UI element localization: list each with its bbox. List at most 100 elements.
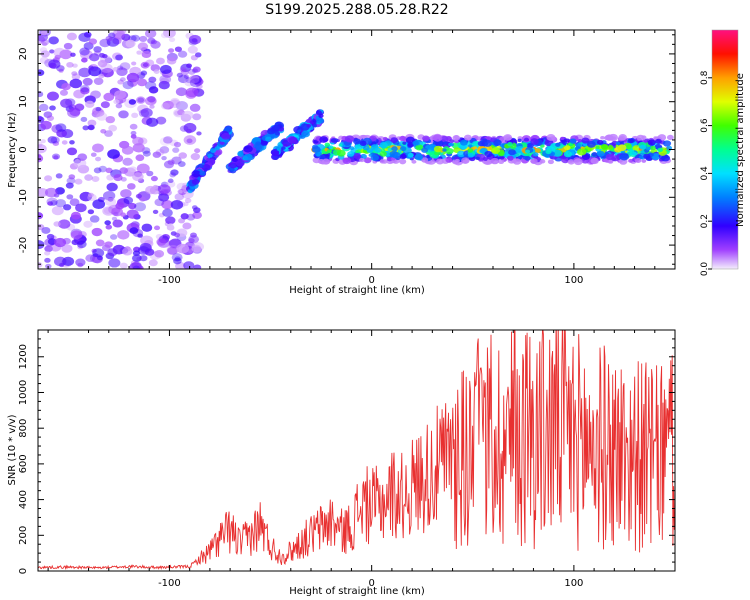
main-band-cell	[402, 141, 407, 145]
main-band-cell	[336, 149, 346, 157]
main-band-cell	[498, 151, 505, 157]
noise-cell	[55, 199, 67, 208]
main-band-cell	[640, 150, 645, 154]
streak-cell	[281, 146, 286, 150]
noise-cell	[165, 216, 176, 225]
noise-cell	[115, 103, 123, 109]
main-band-cell	[547, 159, 554, 165]
main-band-cell	[503, 134, 513, 141]
noise-cell	[122, 80, 134, 90]
noise-cell	[46, 115, 55, 121]
noise-cell	[166, 57, 177, 65]
noise-cell	[48, 36, 59, 45]
noise-cell	[179, 67, 187, 73]
y-tick-label: 400	[18, 490, 29, 509]
streak-cell	[318, 113, 324, 118]
main-band-cell	[407, 142, 414, 148]
noise-cell	[126, 209, 139, 219]
noise-cell	[92, 199, 106, 210]
noise-cell	[104, 130, 113, 137]
streak-cell	[199, 170, 206, 176]
noise-cell	[158, 193, 170, 202]
noise-cell	[112, 30, 125, 40]
noise-cell	[60, 98, 73, 108]
main-band-cell	[577, 139, 583, 143]
x-tick-label: 0	[368, 275, 374, 286]
main-band-cell	[316, 153, 321, 157]
main-band-cell	[650, 145, 656, 151]
main-band-cell	[581, 137, 590, 144]
noise-cell	[70, 52, 76, 57]
noise-cell	[103, 92, 115, 102]
y-tick-label: 200	[18, 526, 29, 545]
main-band-cell	[379, 142, 388, 149]
noise-cell	[132, 265, 140, 269]
streak-cell	[243, 145, 253, 153]
main-band-cell	[449, 142, 454, 147]
figure-title: S199.2025.288.05.28.R22	[265, 2, 448, 18]
main-band-cell	[614, 146, 622, 153]
spectrogram-xlabel: Height of straight line (km)	[289, 285, 425, 296]
noise-cell	[145, 30, 157, 38]
noise-cell	[152, 209, 159, 215]
main-band-cell	[442, 148, 447, 152]
noise-cell	[40, 30, 48, 36]
noise-cell	[68, 174, 76, 180]
noise-cell	[190, 54, 198, 61]
snr-line-layer	[38, 330, 675, 571]
main-band-cell	[440, 135, 449, 143]
noise-cell	[95, 239, 105, 247]
noise-cell	[88, 38, 98, 45]
main-band-cell	[567, 159, 575, 165]
main-band-cell	[507, 141, 513, 147]
streak-cell	[214, 146, 220, 151]
main-band-cell	[576, 148, 587, 156]
noise-cell	[169, 172, 177, 178]
noise-cell	[134, 202, 147, 212]
noise-cell	[66, 32, 77, 41]
noise-cell	[38, 154, 44, 163]
y-tick-label: 10	[18, 95, 29, 108]
main-band-cell	[618, 133, 627, 141]
noise-cell	[167, 223, 174, 228]
noise-cell	[55, 187, 65, 195]
main-band-cell	[477, 140, 485, 147]
noise-cell	[82, 125, 89, 131]
noise-cell	[132, 250, 141, 256]
noise-cell	[55, 173, 63, 179]
noise-cell	[188, 75, 200, 84]
noise-cell	[136, 265, 144, 269]
noise-cell	[43, 111, 53, 118]
noise-cell	[141, 223, 153, 232]
main-band-cell	[657, 147, 663, 153]
noise-cell	[196, 83, 203, 89]
noise-cell	[132, 136, 144, 146]
noise-cell	[80, 116, 88, 123]
main-band-cell	[569, 138, 577, 144]
noise-cell	[105, 35, 113, 42]
noise-cell	[192, 66, 201, 73]
noise-cell	[141, 50, 152, 59]
noise-cell	[90, 90, 101, 99]
noise-cell	[97, 60, 108, 68]
main-band-cell	[627, 138, 634, 144]
main-band-cell	[499, 155, 505, 160]
noise-cell	[154, 225, 161, 231]
main-band-cell	[482, 156, 489, 162]
noise-cell	[111, 216, 118, 221]
noise-cell	[121, 145, 134, 155]
noise-cell	[130, 130, 137, 136]
noise-cell	[131, 254, 142, 262]
noise-cell	[38, 144, 47, 154]
main-band-cell	[400, 146, 407, 152]
main-band-cell	[532, 152, 539, 157]
main-band-cell	[432, 134, 443, 142]
main-band-cell	[353, 138, 362, 145]
main-band-cell	[605, 153, 614, 161]
noise-cell	[137, 97, 145, 103]
noise-cell	[189, 78, 202, 88]
streak-cell	[191, 178, 200, 185]
noise-cell	[148, 86, 159, 94]
noise-cell	[53, 47, 66, 58]
